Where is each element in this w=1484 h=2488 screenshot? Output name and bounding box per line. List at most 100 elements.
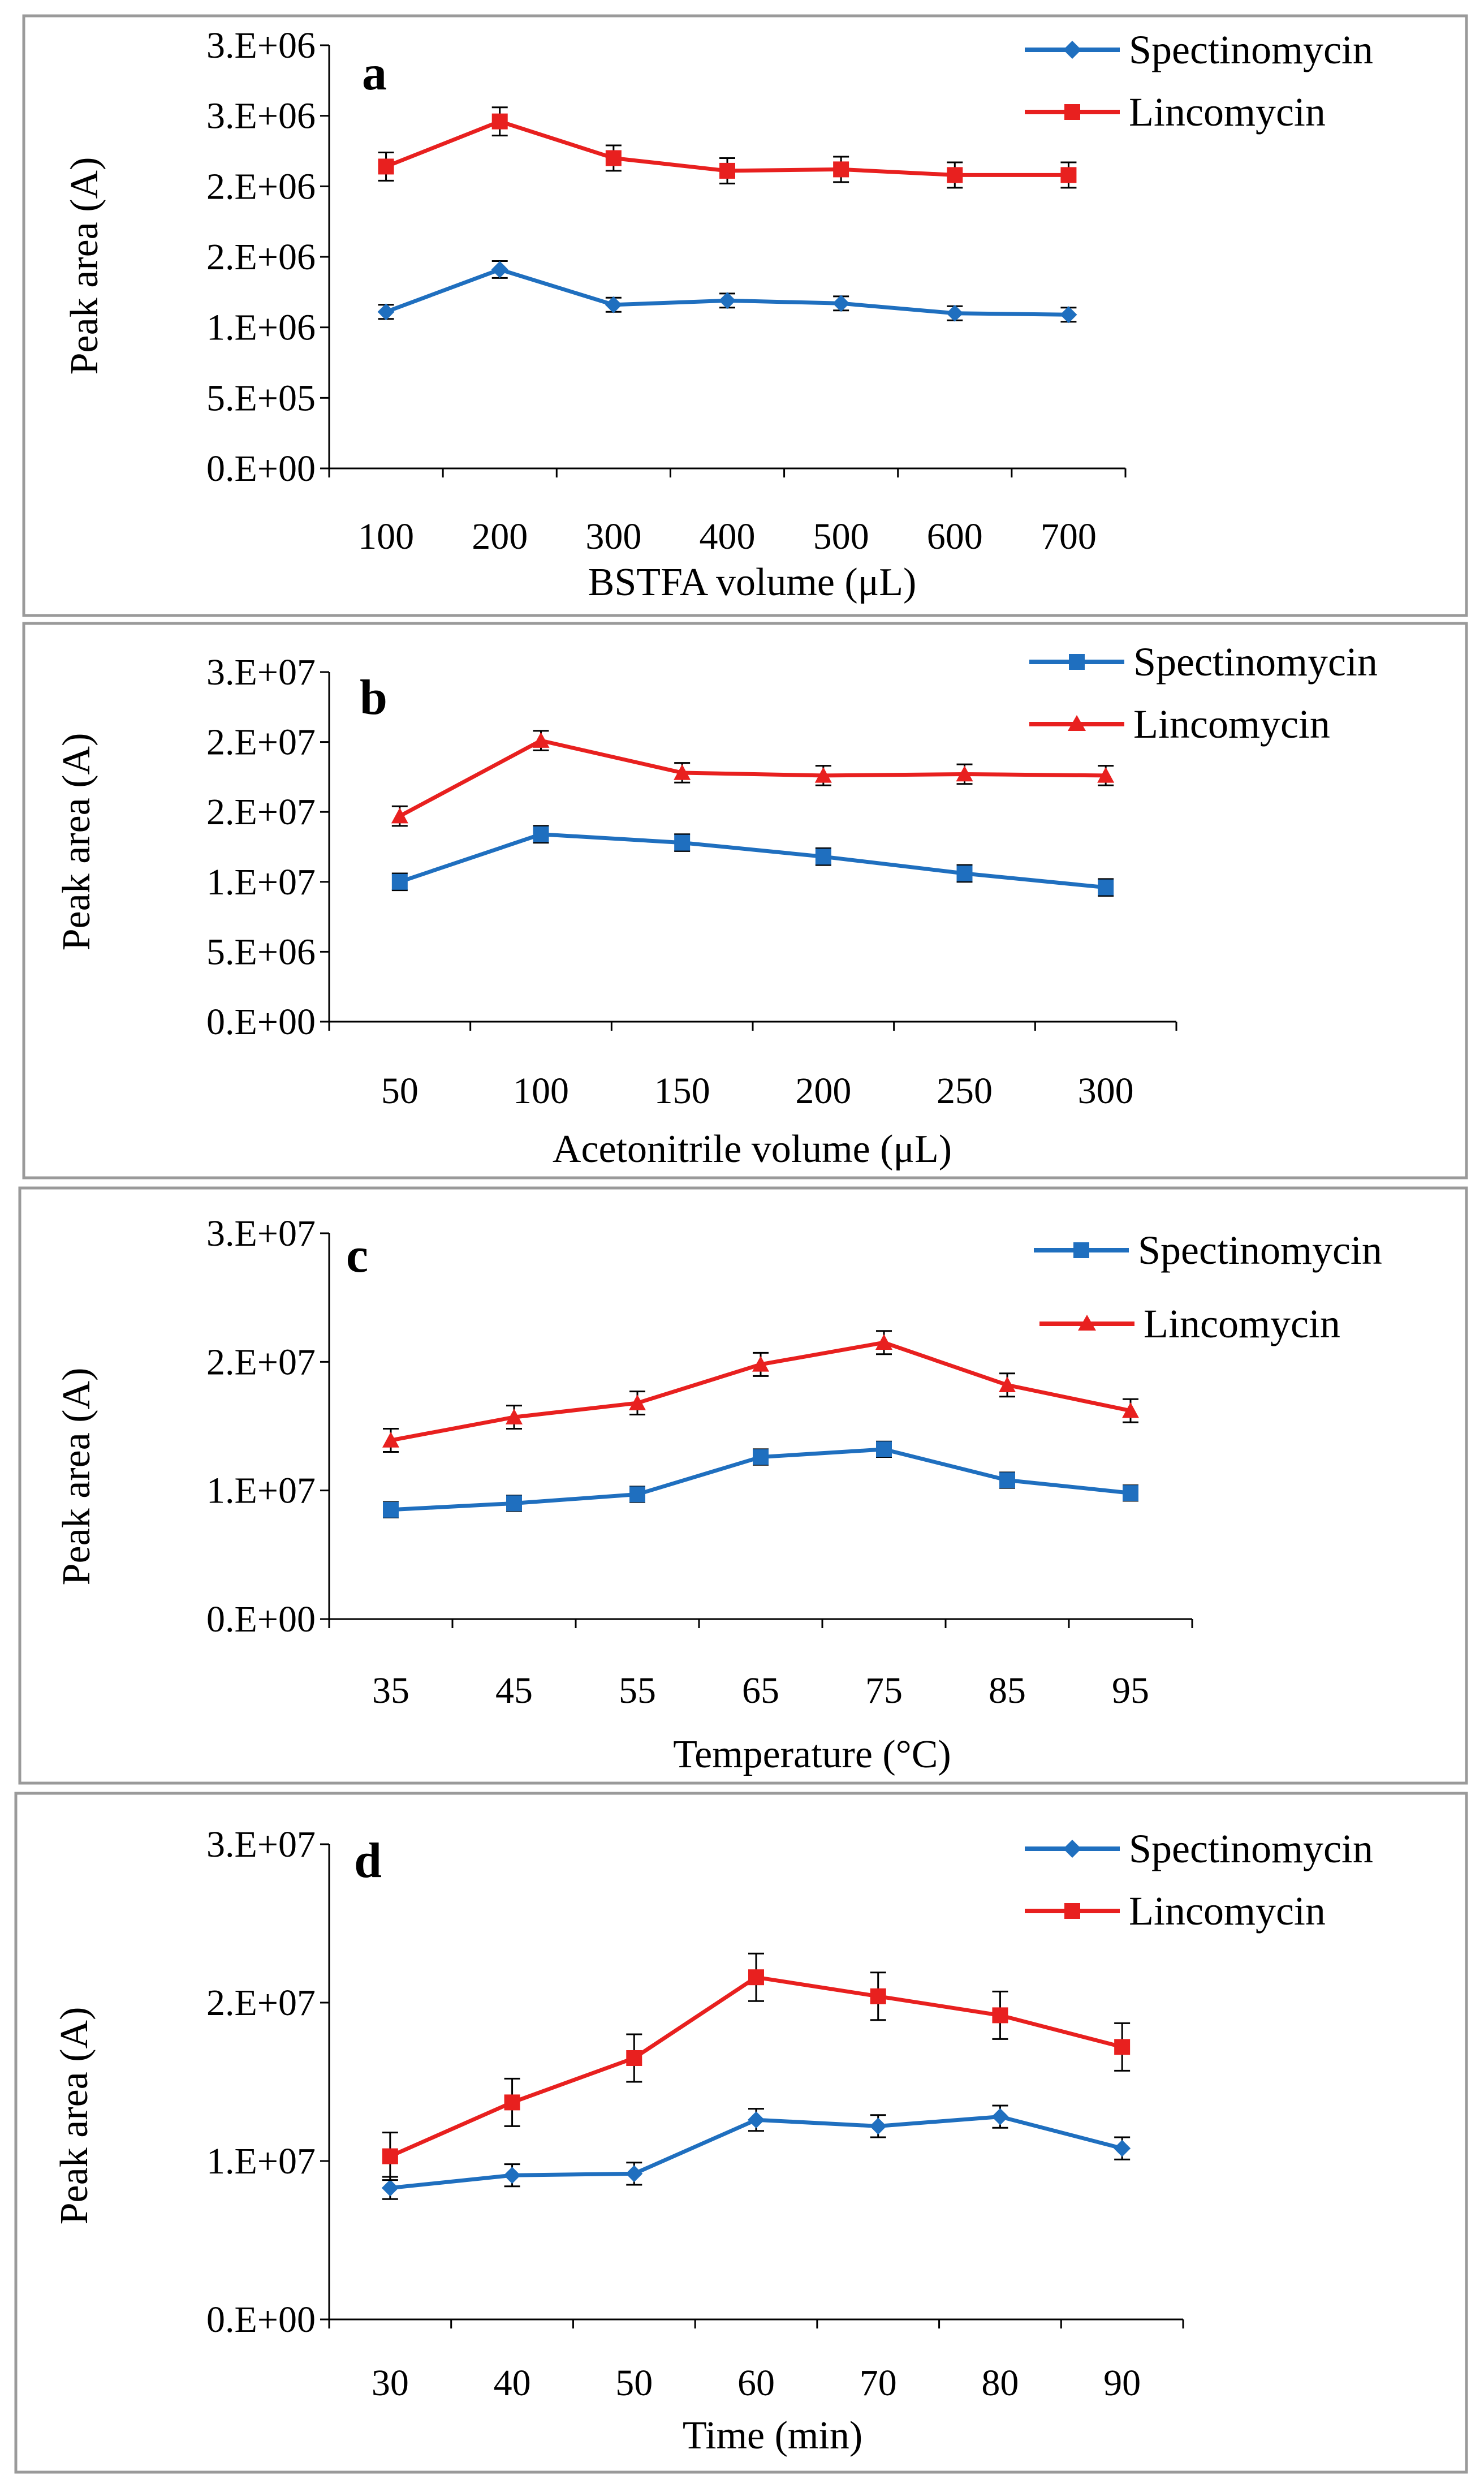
panel-c-series-2-point xyxy=(382,1432,399,1448)
panel-c-series-1-point xyxy=(876,1441,892,1457)
panel-a-series-1-point xyxy=(605,296,622,313)
panel-d-series xyxy=(381,1952,1131,2200)
panel-b-yticks: 0.E+00 5.E+06 1.E+07 2.E+07 2.E+07 3.E+07 xyxy=(206,652,329,1043)
panel-d-series-1-point xyxy=(625,2165,643,2183)
panel-b-legend-label-1: Spectinomycin xyxy=(1133,639,1378,685)
panel-b-legend-label-2: Lincomycin xyxy=(1133,701,1330,747)
panel-a-yticks: 0.E+00 5.E+05 1.E+06 2.E+06 2.E+06 3.E+06 3.E+… xyxy=(206,25,329,489)
panel-c-series-2-point xyxy=(875,1334,892,1350)
panel-c-legend-label-1: Spectinomycin xyxy=(1138,1228,1382,1273)
panel-a-series-2-point xyxy=(378,158,394,175)
panel-a-series-2-point xyxy=(605,150,622,166)
panel-d-xlabel: Time (min) xyxy=(683,2414,862,2457)
panel-b-series-2-line xyxy=(399,738,1106,818)
panel-c-axes xyxy=(328,1233,1192,1620)
panel-b-series-1-point xyxy=(674,834,691,851)
panel-b-series-1-point xyxy=(1098,879,1114,896)
panel-a-series-1-point xyxy=(832,295,850,312)
panel-c-xtick-label: 75 xyxy=(865,1670,903,1711)
panel-d-legend: Spectinomycin Lincomycin xyxy=(1025,1826,1373,1934)
panel-b-xtick-label: 100 xyxy=(513,1070,569,1112)
panel-d-series-1-point xyxy=(1114,2140,1131,2157)
panel-b-series-2-point xyxy=(956,765,973,782)
panel-b-series-1-line xyxy=(399,832,1106,890)
panel-a-series-2-point xyxy=(1060,167,1077,183)
panel-d-xtick-label: 90 xyxy=(1103,2362,1141,2404)
panel-a-xtick-label: 300 xyxy=(585,516,641,557)
panel-d-ytick-label: 3.E+07 xyxy=(206,1824,316,1865)
panel-c-ylabel: Peak area (A) xyxy=(55,1368,98,1586)
panel-b-ytick-label: 0.E+00 xyxy=(206,1001,316,1043)
panel-a-ytick-label: 0.E+00 xyxy=(206,448,316,489)
panel-a-ytick-label: 3.E+06 xyxy=(206,25,316,66)
panel-a-ytick-label: 2.E+06 xyxy=(206,166,316,207)
panel-c-series-2-point xyxy=(1122,1402,1139,1418)
panel-d-xtick-label: 40 xyxy=(494,2362,531,2404)
panel-c-series-1-point xyxy=(383,1501,399,1518)
panel-d-ytick-label: 2.E+07 xyxy=(206,1982,316,2024)
panel-d-series-1-point xyxy=(381,2179,399,2197)
panel-a-xtick-label: 200 xyxy=(472,516,528,557)
panel-a-frame xyxy=(22,14,1468,617)
panel-a-series-2-point xyxy=(833,161,849,178)
panel-c-xtick-label: 65 xyxy=(742,1670,779,1711)
panel-a-xtick-label: 400 xyxy=(700,516,756,557)
panel-c-ytick-label: 3.E+07 xyxy=(206,1213,316,1254)
panel-d-label: d xyxy=(354,1833,382,1888)
panel-c-xtick-label: 45 xyxy=(495,1670,533,1711)
panel-c-series-1-point xyxy=(753,1449,769,1465)
panel-d-frame xyxy=(14,1792,1468,2474)
panel-c-xticks: 35 45 55 65 75 85 95 xyxy=(328,1619,1193,1711)
panel-d-series-1-point xyxy=(748,2111,765,2129)
panel-d-legend-marker-1 xyxy=(1063,1840,1081,1858)
panel-d-series-2-point xyxy=(504,2094,520,2111)
panel-c-series-1-point xyxy=(506,1495,522,1512)
panel-a-series-2-point xyxy=(719,162,735,179)
panel-c-ytick-label: 0.E+00 xyxy=(206,1599,316,1640)
panel-c-legend: Spectinomycin Lincomycin xyxy=(1034,1228,1382,1346)
panel-b-legend-marker-2 xyxy=(1068,715,1086,731)
panel-c-xtick-label: 85 xyxy=(989,1670,1026,1711)
panel-b-series-2-point xyxy=(1097,767,1115,783)
panel-a-xlabel: BSTFA volume (μL) xyxy=(588,561,917,604)
panel-c-frame xyxy=(18,1186,1468,1785)
panel-a-ytick-label: 5.E+05 xyxy=(206,377,316,419)
panel-a-series-1-point xyxy=(1060,306,1077,324)
panel-d-legend-label-1: Spectinomycin xyxy=(1129,1826,1373,1871)
panel-b-xtick-label: 50 xyxy=(381,1070,419,1112)
panel-d-ytick-label: 0.E+00 xyxy=(206,2299,316,2340)
panel-b: 0.E+00 5.E+06 1.E+07 2.E+07 2.E+07 3.E+07 50 1… xyxy=(22,622,1468,1180)
panel-c-ytick-label: 2.E+07 xyxy=(206,1341,316,1383)
panel-b-series-2-point xyxy=(674,764,691,780)
panel-b-series-2-point xyxy=(532,732,550,748)
panel-a-xtick-label: 700 xyxy=(1041,516,1097,557)
panel-c-series-1-point xyxy=(999,1472,1015,1488)
panel-d-series-1-point xyxy=(869,2117,887,2135)
panel-b-xtick-label: 250 xyxy=(937,1070,993,1112)
panel-d: 0.E+001.E+072.E+073.E+07 30 40 50 60 70 80 90 … xyxy=(14,1792,1468,2474)
panel-d-series-2-point xyxy=(382,2148,398,2164)
panel-a-label: a xyxy=(362,46,387,101)
panel-a-xtick-label: 500 xyxy=(813,516,869,557)
panel-a-legend-marker-1 xyxy=(1063,41,1081,59)
panel-a-ytick-label: 1.E+06 xyxy=(206,307,316,348)
panel-a-series-2-point xyxy=(947,167,963,183)
panel-b-series-2-point xyxy=(391,807,408,824)
panel-a-legend-label-1: Spectinomycin xyxy=(1129,27,1373,72)
panel-a-ytick-label: 3.E+06 xyxy=(206,96,316,137)
panel-b-ytick-label: 1.E+07 xyxy=(206,862,316,903)
panel-d-xtick-label: 60 xyxy=(737,2362,775,2404)
panel-b-label: b xyxy=(360,670,387,725)
panel-b-series-2-point xyxy=(814,767,832,783)
panel-b-ylabel: Peak area (A) xyxy=(55,733,98,951)
panel-b-series-1-point xyxy=(533,826,549,842)
panel-b-ytick-label: 3.E+07 xyxy=(206,652,316,693)
panel-b-xlabel: Acetonitrile volume (μL) xyxy=(553,1127,952,1171)
panel-c-series-2-point xyxy=(506,1409,523,1424)
panel-b-legend: Spectinomycin Lincomycin xyxy=(1029,639,1378,747)
panel-c-series-2-point xyxy=(752,1355,769,1372)
panel-a-xtick-label: 600 xyxy=(927,516,983,557)
panel-c-series-1-point xyxy=(629,1486,645,1503)
panel-d-xtick-label: 50 xyxy=(615,2362,653,2404)
panel-a-xticks: 100 200 300 400 500 600 700 xyxy=(328,468,1127,557)
